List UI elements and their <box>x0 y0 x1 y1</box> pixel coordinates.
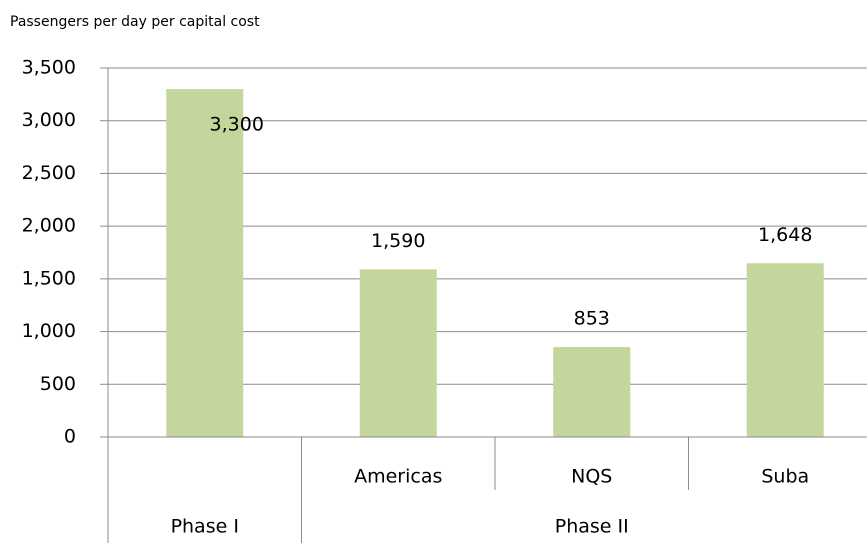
x-tick-label: NQS <box>571 466 612 488</box>
y-tick-label: 1,500 <box>22 267 76 289</box>
y-tick-label: 500 <box>40 373 76 395</box>
y-tick-label: 3,500 <box>22 57 76 79</box>
x-tick-label: Americas <box>354 466 442 488</box>
group-label: Phase II <box>555 516 629 538</box>
value-label: 1,590 <box>371 230 425 252</box>
y-tick-label: 0 <box>64 426 76 448</box>
y-tick-label: 3,000 <box>22 109 76 131</box>
value-label: 3,300 <box>210 114 264 136</box>
x-tick-label: Suba <box>761 466 809 488</box>
value-label: 853 <box>574 308 610 330</box>
bar <box>166 89 244 437</box>
chart-title: Passengers per day per capital cost <box>10 14 260 30</box>
group-label: Phase I <box>171 516 239 538</box>
bar <box>359 269 437 437</box>
bar <box>553 347 631 437</box>
y-tick-label: 2,500 <box>22 162 76 184</box>
value-label: 1,648 <box>758 224 812 246</box>
y-tick-label: 1,000 <box>22 320 76 342</box>
y-tick-label: 2,000 <box>22 215 76 237</box>
bar <box>746 263 824 437</box>
